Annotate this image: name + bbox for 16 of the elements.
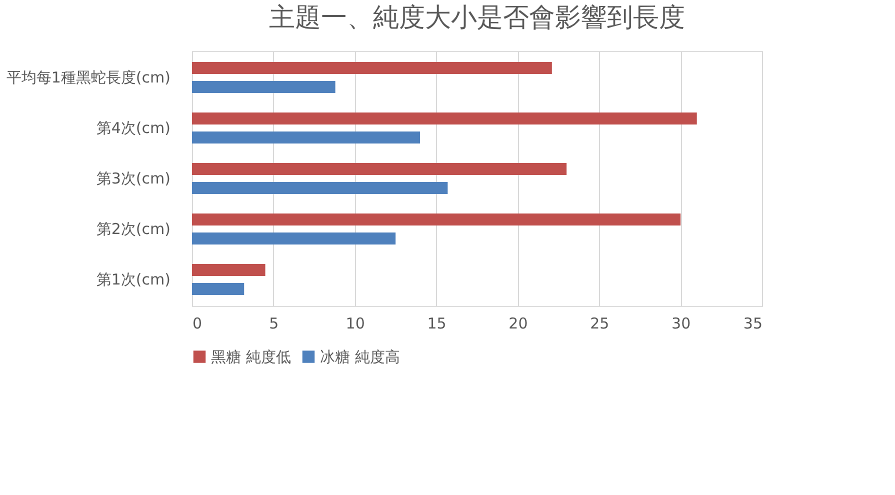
x-tick-label: 20: [508, 314, 528, 332]
y-tick-label: 第3次(cm): [96, 170, 170, 188]
x-tick-label: 5: [269, 314, 279, 332]
y-tick-label: 第4次(cm): [96, 119, 170, 138]
x-tick-label: 0: [192, 314, 202, 332]
x-tick-label: 30: [672, 314, 691, 332]
legend-label: 冰糖 純度高: [320, 348, 400, 366]
x-tick-label: 35: [743, 314, 762, 332]
x-tick-label: 15: [427, 314, 446, 332]
chart-title: 主題一、純度大小是否會影響到長度: [269, 3, 685, 33]
y-tick-label: 平均每1種黑蛇長度(cm): [6, 68, 170, 87]
y-tick-label: 第1次(cm): [96, 270, 170, 288]
x-tick-label: 25: [590, 314, 610, 332]
x-tick-label: 10: [346, 314, 365, 332]
legend-label: 黑糖 純度低: [211, 348, 291, 366]
y-tick-label: 第2次(cm): [96, 220, 170, 238]
